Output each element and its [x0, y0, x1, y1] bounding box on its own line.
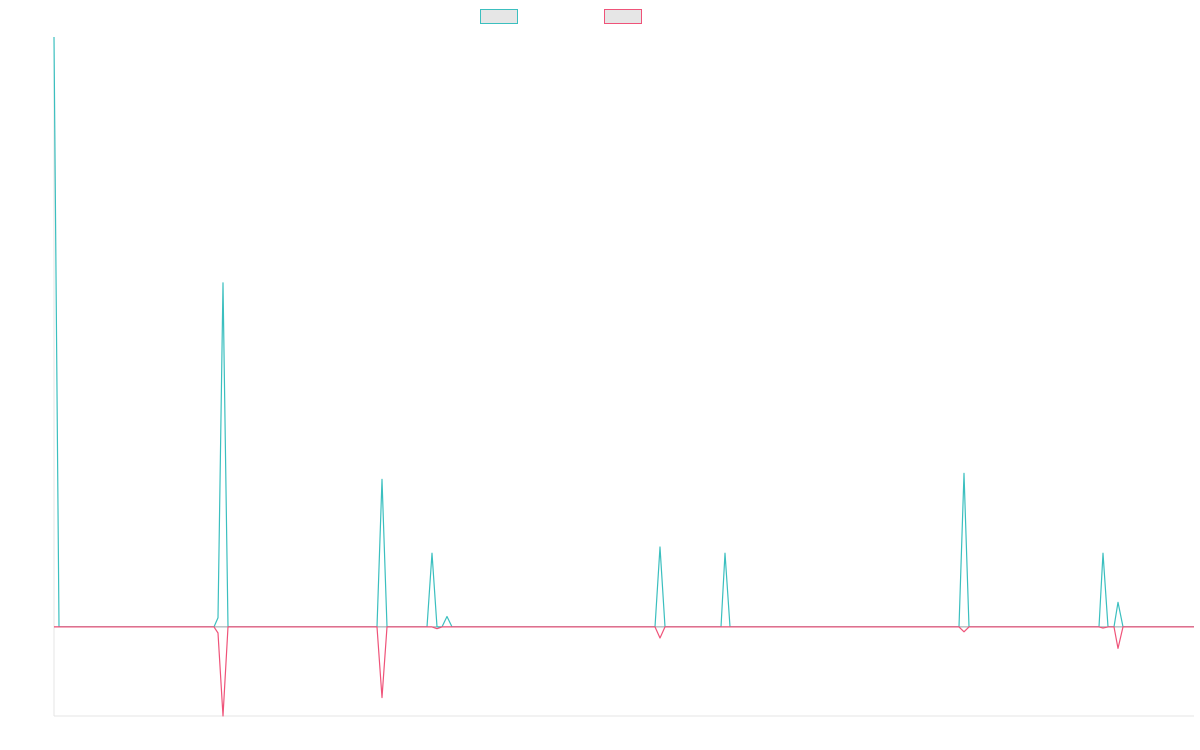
legend-swatch-series-2[interactable] [604, 9, 642, 24]
series-line-1 [53, 36, 1194, 628]
chart-series [53, 36, 1194, 717]
legend-swatch-series-1[interactable] [480, 9, 518, 24]
series-line-2 [54, 626, 1194, 717]
chart-axes [53, 37, 1194, 717]
